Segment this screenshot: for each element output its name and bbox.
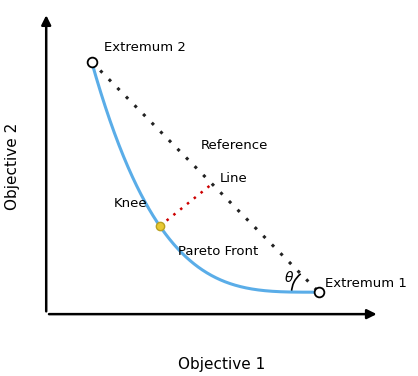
Text: θ: θ xyxy=(284,271,293,285)
Text: Extremum 1: Extremum 1 xyxy=(325,277,407,291)
Text: Line: Line xyxy=(220,171,248,185)
Text: Objective 1: Objective 1 xyxy=(178,357,265,372)
Text: Reference: Reference xyxy=(200,139,268,152)
Text: Pareto Front: Pareto Front xyxy=(178,245,258,258)
Text: Knee: Knee xyxy=(114,197,148,209)
Text: Extremum 2: Extremum 2 xyxy=(104,41,186,53)
Text: Objective 2: Objective 2 xyxy=(5,123,20,210)
